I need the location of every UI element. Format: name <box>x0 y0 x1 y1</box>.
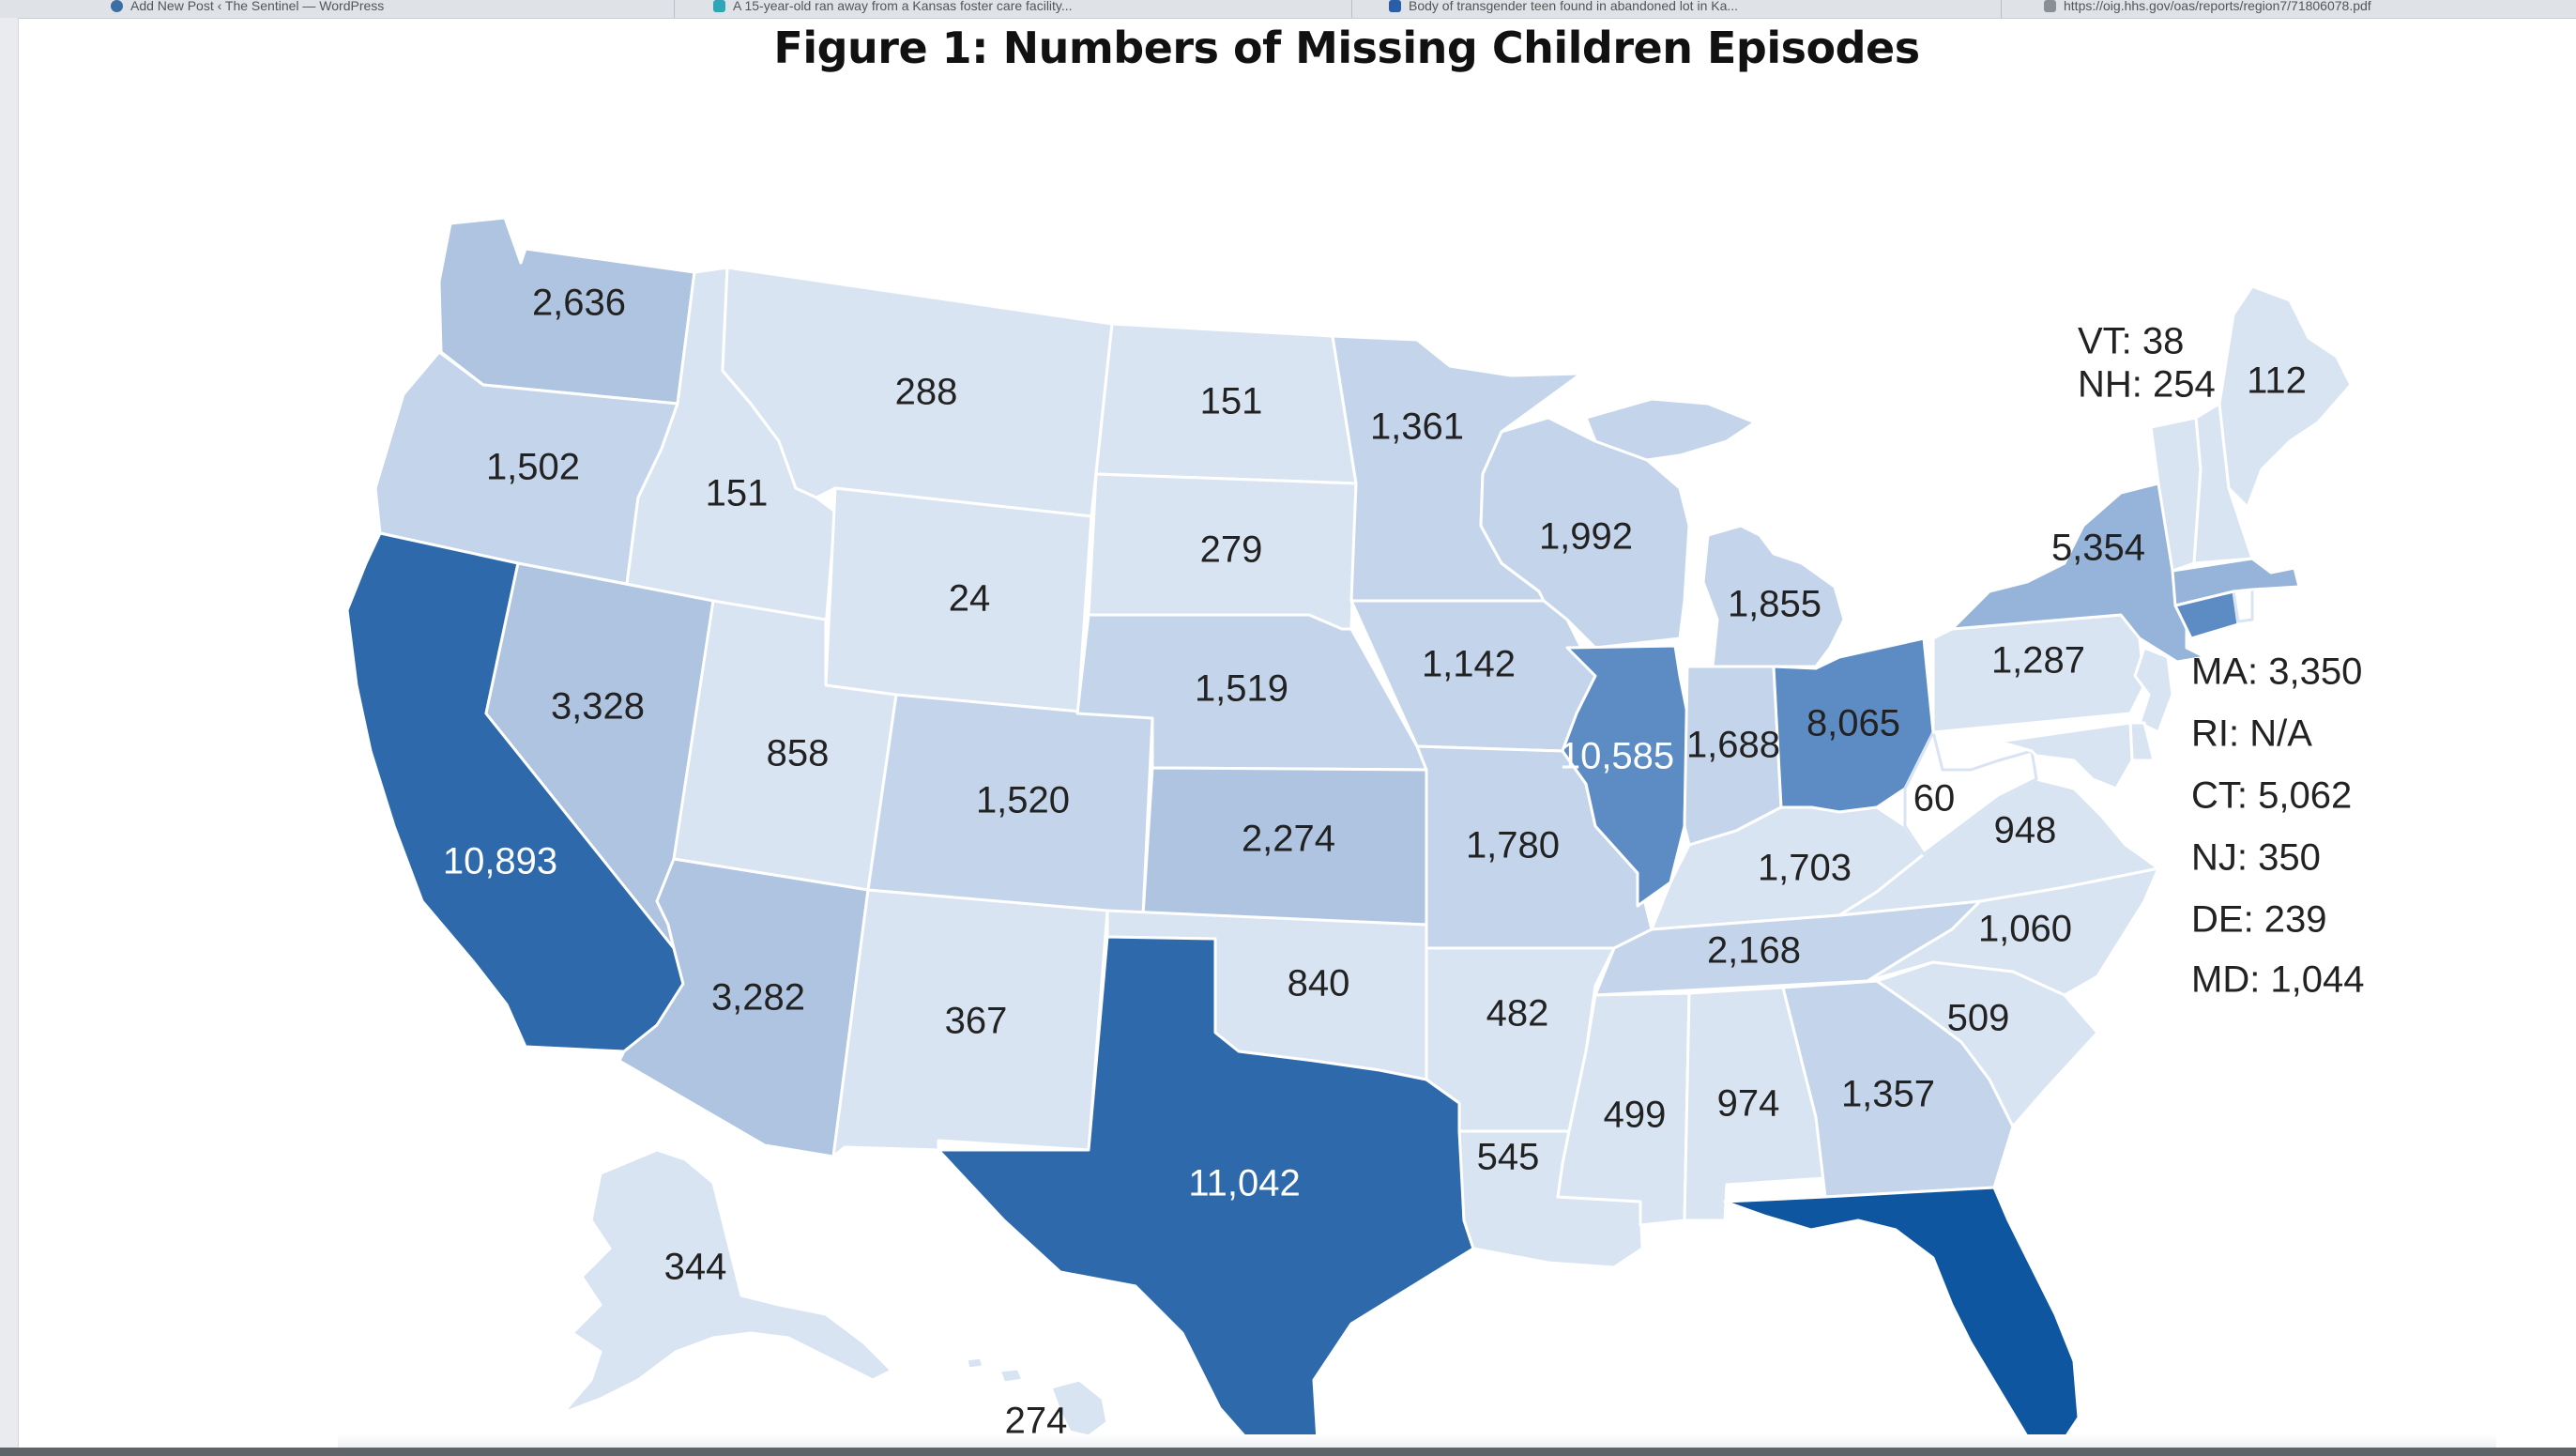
state-AK[interactable] <box>561 1148 893 1415</box>
state-NC[interactable] <box>1866 866 2160 997</box>
state-MD[interactable] <box>1997 721 2134 790</box>
value-label-AL: 974 <box>1717 1083 1780 1125</box>
value-label-IL: 10,585 <box>1560 736 1674 777</box>
callout-label-NH: NH: 254 <box>2078 364 2216 406</box>
value-label-AZ: 3,282 <box>711 977 805 1019</box>
value-label-WY: 24 <box>949 578 991 620</box>
document-icon <box>2044 0 2056 12</box>
tab-label: https://oig.hhs.gov/oas/reports/region7/… <box>2064 0 2371 13</box>
value-label-WV: 60 <box>1913 778 1956 820</box>
value-label-ID: 151 <box>706 473 769 514</box>
window-bottom-bar <box>0 1448 2576 1456</box>
callout-label-VT: VT: 38 <box>2078 321 2184 362</box>
wordpress-icon <box>111 0 123 12</box>
value-label-NE: 1,519 <box>1195 668 1288 710</box>
state-RI[interactable] <box>2232 588 2254 623</box>
news-icon <box>1389 0 1401 12</box>
callout-label-MA: MA: 3,350 <box>2191 651 2362 693</box>
value-label-NV: 3,328 <box>551 686 645 728</box>
value-label-SD: 279 <box>1200 529 1263 571</box>
state-FL[interactable] <box>1723 1186 2081 1448</box>
tab-label: Add New Post ‹ The Sentinel — WordPress <box>130 0 385 13</box>
value-label-ND: 151 <box>1200 381 1263 422</box>
browser-tab-news[interactable]: Body of transgender teen found in abando… <box>1389 0 1971 18</box>
tab-divider <box>674 0 675 18</box>
value-label-TN: 2,168 <box>1707 930 1801 972</box>
value-label-MI: 1,855 <box>1728 584 1821 625</box>
value-label-LA: 545 <box>1477 1137 1540 1178</box>
value-label-KS: 2,274 <box>1242 819 1335 860</box>
bookmark-icon <box>713 0 725 12</box>
browser-tab-wordpress[interactable]: Add New Post ‹ The Sentinel — WordPress <box>111 0 636 18</box>
window-left-frame <box>0 18 19 1456</box>
value-label-AK: 344 <box>664 1247 727 1288</box>
value-label-OR: 1,502 <box>486 447 580 488</box>
state-HI[interactable] <box>965 1356 1109 1438</box>
value-label-FL: 13,011 <box>2063 1296 2174 1338</box>
callout-label-DE: DE: 239 <box>2191 899 2327 941</box>
value-label-SC: 509 <box>1947 998 2010 1039</box>
browser-tab-oig-report[interactable]: https://oig.hhs.gov/oas/reports/region7/… <box>2044 0 2576 18</box>
value-label-ME: 112 <box>2247 360 2307 402</box>
value-label-NC: 1,060 <box>1978 909 2072 950</box>
figure-title: Figure 1: Numbers of Missing Children Ep… <box>773 23 1920 73</box>
browser-tab-bar: Add New Post ‹ The Sentinel — WordPress … <box>0 0 2576 19</box>
value-label-GA: 1,357 <box>1841 1074 1935 1115</box>
value-label-WA: 2,636 <box>532 283 626 324</box>
page-bottom-shadow <box>338 1434 2496 1448</box>
browser-tab-kansas-story[interactable]: A 15-year-old ran away from a Kansas fos… <box>713 0 1351 18</box>
state-MA[interactable] <box>2171 557 2301 607</box>
value-label-AR: 482 <box>1486 993 1549 1035</box>
value-label-OH: 8,065 <box>1806 703 1900 744</box>
value-label-PA: 1,287 <box>1991 640 2085 682</box>
value-label-MN: 1,361 <box>1370 406 1464 448</box>
state-IL[interactable] <box>1561 644 1689 908</box>
value-label-VA: 948 <box>1994 810 2057 851</box>
value-label-OK: 840 <box>1288 963 1350 1004</box>
tab-divider <box>2001 0 2002 18</box>
value-label-MO: 1,780 <box>1466 825 1560 866</box>
state-NJ[interactable] <box>2133 646 2174 734</box>
state-ME[interactable] <box>2218 284 2353 509</box>
value-label-MT: 288 <box>895 372 958 413</box>
state-TX[interactable] <box>937 935 1475 1456</box>
callout-label-MD: MD: 1,044 <box>2191 959 2365 1001</box>
state-MI[interactable] <box>1584 397 1846 668</box>
state-NM[interactable] <box>831 888 1109 1158</box>
callout-label-CT: CT: 5,062 <box>2191 775 2352 817</box>
value-label-MS: 499 <box>1604 1095 1667 1136</box>
value-label-NM: 367 <box>945 1001 1008 1042</box>
tab-divider <box>1351 0 1352 18</box>
callout-label-RI: RI: N/A <box>2191 713 2312 755</box>
value-label-CA: 10,893 <box>443 841 557 882</box>
value-label-WI: 1,992 <box>1539 516 1633 558</box>
state-WV[interactable] <box>1903 730 2038 856</box>
value-label-KY: 1,703 <box>1758 848 1852 889</box>
value-label-CO: 1,520 <box>976 780 1070 821</box>
value-label-TX: 11,042 <box>1188 1163 1300 1204</box>
value-label-IA: 1,142 <box>1422 644 1516 685</box>
callout-label-NJ: NJ: 350 <box>2191 837 2321 879</box>
tab-label: Body of transgender teen found in abando… <box>1409 0 1739 13</box>
value-label-NY: 5,354 <box>2051 528 2145 569</box>
value-label-UT: 858 <box>767 733 830 774</box>
value-label-IN: 1,688 <box>1686 725 1780 766</box>
tab-label: A 15-year-old ran away from a Kansas fos… <box>733 0 1073 13</box>
